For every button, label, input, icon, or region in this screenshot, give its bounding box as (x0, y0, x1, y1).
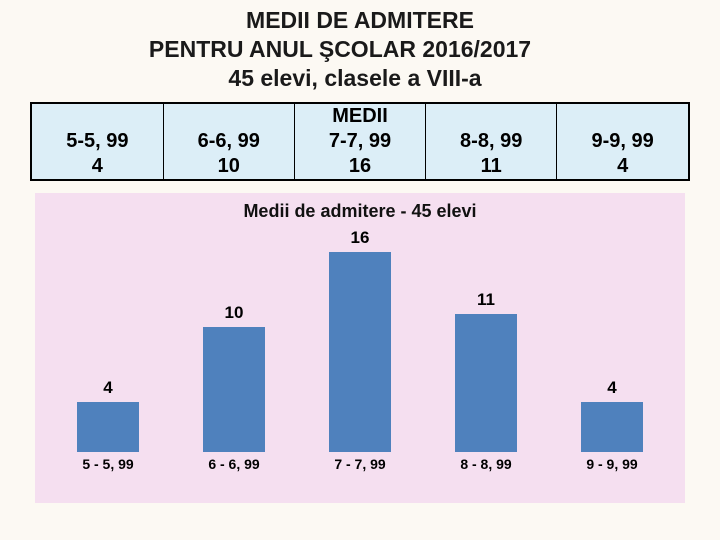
chart-xaxis: 5 - 5, 996 - 6, 997 - 7, 998 - 8, 999 - … (45, 452, 675, 474)
table-value-3: 11 (426, 154, 557, 180)
title-line-3: 45 elevi, clasele a VIII-a (0, 64, 720, 93)
bar-value-label-3: 11 (477, 290, 495, 310)
table-range-0: 5-5, 99 (31, 129, 163, 154)
table-value-2: 16 (294, 154, 425, 180)
chart-container: Medii de admitere - 45 elevi 4 10 16 11 4 5 … (35, 193, 685, 503)
table-range-2: 7-7, 99 (294, 129, 425, 154)
bar-0 (77, 402, 139, 452)
table-header-medii: MEDII (294, 103, 425, 129)
bar-4 (581, 402, 643, 452)
title-line-2: PENTRU ANUL ŞCOLAR 2016/2017 (0, 35, 720, 64)
table-blank-1 (163, 103, 294, 129)
bar-slot-2: 16 (297, 224, 423, 452)
table-blank-3 (426, 103, 557, 129)
chart-bars: 4 10 16 11 4 (45, 224, 675, 452)
page-header: MEDII DE ADMITERE PENTRU ANUL ŞCOLAR 201… (0, 0, 720, 92)
bar-value-label-4: 4 (607, 378, 616, 398)
bar-slot-4: 4 (549, 224, 675, 452)
bar-2 (329, 252, 391, 452)
table-value-1: 10 (163, 154, 294, 180)
bar-value-label-1: 10 (225, 303, 244, 323)
chart-title: Medii de admitere - 45 elevi (45, 201, 675, 222)
bar-slot-3: 11 (423, 224, 549, 452)
table-range-1: 6-6, 99 (163, 129, 294, 154)
table-value-4: 4 (557, 154, 689, 180)
table-range-3: 8-8, 99 (426, 129, 557, 154)
table-blank-4 (557, 103, 689, 129)
x-label-1: 6 - 6, 99 (171, 452, 297, 474)
bar-value-label-0: 4 (103, 378, 112, 398)
bar-1 (203, 327, 265, 452)
x-label-2: 7 - 7, 99 (297, 452, 423, 474)
x-label-0: 5 - 5, 99 (45, 452, 171, 474)
x-label-4: 9 - 9, 99 (549, 452, 675, 474)
title-line-1: MEDII DE ADMITERE (0, 6, 720, 35)
x-label-3: 8 - 8, 99 (423, 452, 549, 474)
table-value-0: 4 (31, 154, 163, 180)
chart-plot-area: 4 10 16 11 4 5 - 5, 996 - 6, 997 - 7, 998 - … (45, 224, 675, 474)
table-range-4: 9-9, 99 (557, 129, 689, 154)
bar-slot-1: 10 (171, 224, 297, 452)
bar-slot-0: 4 (45, 224, 171, 452)
bar-3 (455, 314, 517, 452)
medii-table: MEDII 5-5, 99 6-6, 99 7-7, 99 8-8, 99 9-… (30, 102, 690, 181)
table-blank-0 (31, 103, 163, 129)
bar-value-label-2: 16 (351, 228, 370, 248)
